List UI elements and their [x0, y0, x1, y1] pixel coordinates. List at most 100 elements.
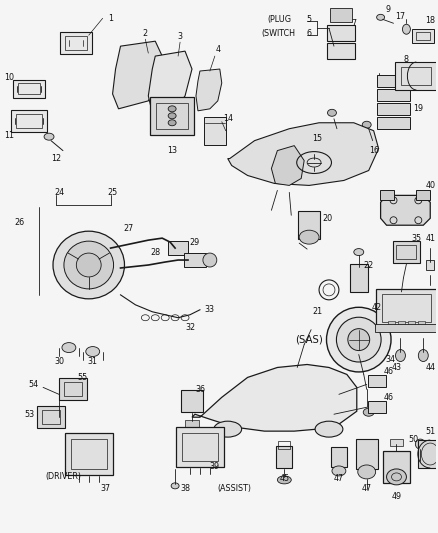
Bar [59, 378, 87, 400]
Text: 36: 36 [195, 385, 205, 394]
Text: 34: 34 [385, 355, 396, 364]
Bar [65, 36, 87, 50]
Ellipse shape [387, 469, 406, 485]
Bar [276, 446, 292, 468]
Text: 38: 38 [180, 484, 190, 494]
Text: 43: 43 [392, 363, 402, 372]
Text: 24: 24 [54, 188, 64, 197]
Bar [398, 321, 405, 328]
Text: 41: 41 [425, 233, 435, 243]
Text: 47: 47 [362, 484, 372, 494]
Ellipse shape [362, 122, 371, 128]
Bar [64, 382, 82, 397]
Bar [417, 32, 430, 40]
Bar [182, 433, 218, 461]
Text: 25: 25 [107, 188, 118, 197]
Text: 51: 51 [425, 426, 435, 435]
Bar [42, 410, 60, 424]
Ellipse shape [415, 439, 425, 449]
Text: 46: 46 [384, 367, 394, 376]
Bar [392, 241, 420, 263]
Ellipse shape [44, 133, 54, 140]
Bar [71, 439, 106, 469]
Bar [168, 241, 188, 255]
Ellipse shape [354, 248, 364, 255]
Bar [396, 62, 437, 90]
Ellipse shape [403, 25, 410, 34]
Text: 4: 4 [215, 45, 220, 54]
Bar [396, 245, 417, 259]
Text: 39: 39 [210, 463, 220, 472]
Text: 44: 44 [425, 363, 435, 372]
Bar [389, 439, 403, 446]
Ellipse shape [64, 241, 113, 289]
Bar [37, 406, 65, 428]
Bar [150, 97, 194, 135]
Text: 35: 35 [411, 233, 421, 243]
Ellipse shape [277, 476, 291, 484]
Text: 22: 22 [364, 261, 374, 270]
Bar [185, 420, 199, 428]
Text: 29: 29 [190, 238, 200, 247]
Text: 1: 1 [109, 14, 113, 23]
Bar [16, 114, 42, 128]
Ellipse shape [299, 230, 319, 244]
Bar [298, 211, 320, 239]
Ellipse shape [358, 465, 376, 479]
Bar [374, 324, 438, 332]
Ellipse shape [336, 317, 381, 362]
Bar [426, 260, 434, 270]
Bar [156, 103, 188, 129]
Polygon shape [272, 146, 304, 185]
Bar [350, 264, 368, 292]
Text: 32: 32 [185, 323, 195, 332]
Bar [408, 321, 415, 328]
Bar [377, 117, 410, 129]
Ellipse shape [168, 113, 176, 119]
Bar [377, 75, 410, 87]
Text: 26: 26 [14, 218, 25, 227]
Text: (ASSIST): (ASSIST) [218, 484, 252, 494]
Bar [327, 25, 355, 41]
Text: 13: 13 [167, 146, 177, 155]
Bar [327, 43, 355, 59]
Ellipse shape [396, 350, 406, 361]
Text: 31: 31 [88, 357, 98, 366]
Text: 6: 6 [307, 29, 311, 38]
Bar [330, 9, 352, 22]
Text: 28: 28 [150, 247, 160, 256]
Bar [176, 427, 224, 467]
Text: 47: 47 [334, 474, 344, 483]
Text: 42: 42 [371, 303, 381, 312]
Ellipse shape [86, 346, 100, 357]
Bar [11, 110, 47, 132]
Bar [356, 439, 378, 469]
Bar [368, 375, 385, 387]
Polygon shape [196, 69, 222, 111]
Text: (SAS): (SAS) [295, 335, 323, 345]
Ellipse shape [328, 109, 336, 116]
Text: 33: 33 [205, 305, 215, 314]
Bar [380, 190, 393, 200]
Bar [204, 117, 226, 144]
Bar [377, 103, 410, 115]
Polygon shape [148, 51, 192, 113]
Bar [418, 440, 438, 468]
Ellipse shape [315, 421, 343, 437]
Text: 12: 12 [51, 154, 61, 163]
Ellipse shape [363, 408, 374, 416]
Text: 37: 37 [101, 484, 111, 494]
Text: 50: 50 [408, 434, 418, 443]
Text: 45: 45 [279, 474, 290, 483]
Bar [18, 84, 40, 94]
Bar [60, 32, 92, 54]
Text: 53: 53 [24, 410, 34, 419]
Ellipse shape [348, 329, 370, 351]
Bar [368, 401, 385, 413]
Polygon shape [381, 196, 430, 225]
Bar [181, 390, 203, 412]
Bar [65, 433, 113, 475]
Ellipse shape [76, 253, 101, 277]
Polygon shape [192, 365, 357, 431]
Text: 55: 55 [78, 373, 88, 382]
